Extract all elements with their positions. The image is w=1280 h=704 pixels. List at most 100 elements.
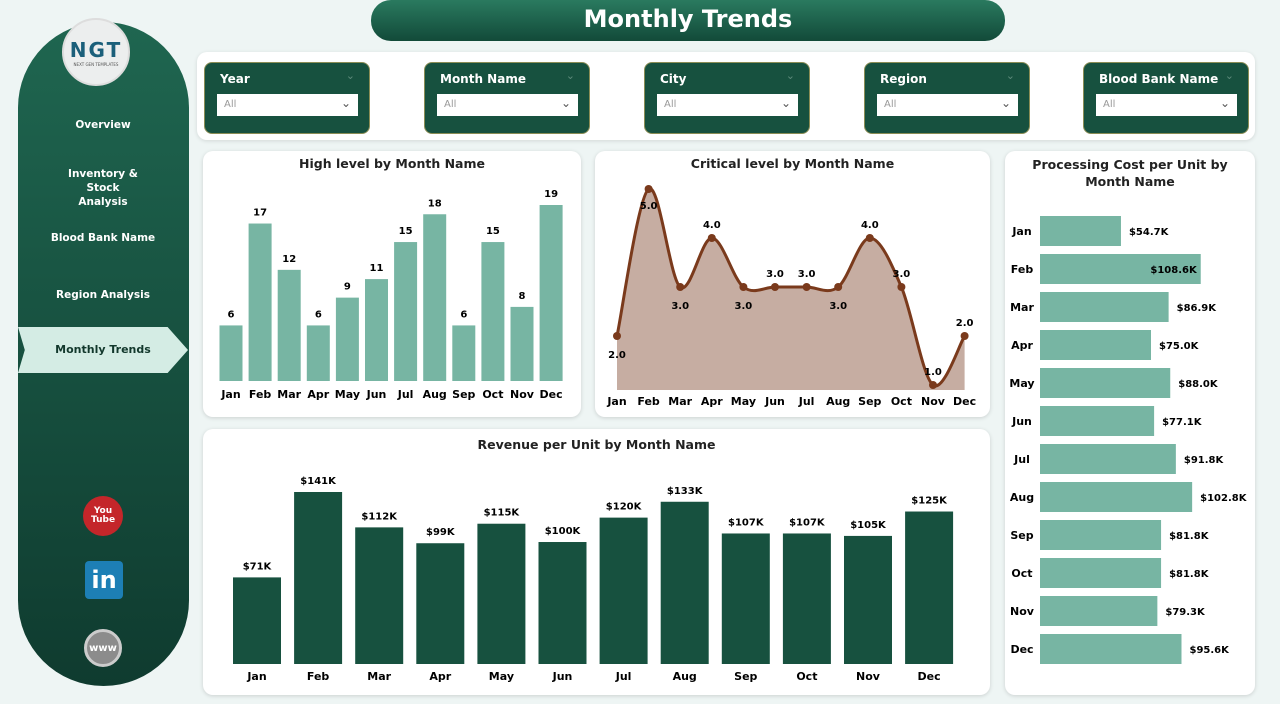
bar (452, 325, 476, 381)
bar (365, 279, 388, 381)
data-label: $112K (361, 511, 398, 522)
x-tick-label: Nov (856, 670, 881, 683)
bar (539, 205, 563, 381)
y-tick-label: Aug (1010, 491, 1034, 504)
bar (248, 223, 272, 381)
nav-blood-bank-name[interactable]: Blood Bank Name (50, 232, 156, 244)
x-tick-label: Dec (540, 388, 563, 401)
chevron-down-icon: ⌄ (780, 96, 791, 110)
chevron-down-icon: ⌄ (1224, 69, 1234, 82)
nav-inventory-stock-analysis[interactable]: Inventory & Stock Analysis (68, 168, 138, 208)
data-label: 3.0 (893, 269, 911, 280)
filter-blood-bank-name[interactable]: Blood Bank Name ⌄ All ⌄ (1083, 62, 1249, 134)
chart-title: Revenue per Unit by Month Name (477, 437, 716, 452)
data-label: 9 (344, 282, 351, 293)
filter-city[interactable]: City ⌄ All ⌄ (644, 62, 810, 134)
x-tick-label: Oct (796, 670, 817, 683)
bar (905, 511, 954, 664)
data-label: $77.1K (1162, 417, 1203, 428)
bar (306, 325, 330, 381)
filter-dropdown[interactable]: All ⌄ (877, 94, 1018, 116)
x-tick-label: Dec (953, 395, 976, 408)
data-label: 19 (544, 189, 558, 200)
dropdown-value: All (664, 99, 677, 110)
data-label: 11 (370, 263, 384, 274)
data-label: 6 (228, 309, 235, 320)
y-tick-label: Nov (1010, 605, 1035, 618)
area-fill (617, 188, 965, 390)
bar (1040, 444, 1176, 474)
data-label: $100K (545, 526, 582, 537)
data-point (644, 185, 653, 193)
x-tick-label: Feb (307, 670, 330, 683)
nav-overview[interactable]: Overview (75, 119, 131, 131)
x-tick-label: Feb (249, 388, 272, 401)
bar (1040, 520, 1162, 550)
filter-region[interactable]: Region ⌄ All ⌄ (864, 62, 1030, 134)
bar (599, 517, 648, 664)
filter-label: Region (880, 72, 927, 86)
dropdown-value: All (884, 99, 897, 110)
data-label: $54.7K (1129, 227, 1170, 238)
y-tick-label: Feb (1011, 263, 1034, 276)
x-tick-label: Jul (397, 388, 414, 401)
x-tick-label: Aug (826, 395, 850, 408)
bar (1040, 634, 1182, 664)
filter-dropdown[interactable]: All ⌄ (437, 94, 578, 116)
data-label: $102.8K (1200, 493, 1248, 504)
x-tick-label: Sep (734, 670, 757, 683)
youtube-icon[interactable]: You Tube (83, 496, 123, 536)
data-point (739, 283, 748, 291)
bar (538, 542, 587, 664)
data-label: $91.8K (1184, 455, 1225, 466)
data-label: 17 (253, 208, 267, 219)
x-tick-label: May (731, 395, 756, 408)
filter-dropdown[interactable]: All ⌄ (657, 94, 798, 116)
chevron-down-icon: ⌄ (560, 96, 571, 110)
y-tick-label: Jan (1011, 225, 1031, 238)
data-label: 1.0 (924, 367, 942, 378)
data-label: 15 (399, 226, 413, 237)
chevron-down-icon: ⌄ (1000, 96, 1011, 110)
y-tick-label: May (1009, 377, 1034, 390)
bar (721, 533, 770, 664)
data-point (960, 332, 969, 340)
chevron-down-icon: ⌄ (340, 96, 351, 110)
x-tick-label: Apr (701, 395, 723, 408)
www-globe-icon[interactable]: www (84, 629, 122, 667)
bar (1040, 596, 1158, 626)
x-tick-label: Jan (246, 670, 266, 683)
bar (481, 242, 505, 381)
x-tick-label: Jul (615, 670, 632, 683)
bar (416, 543, 465, 664)
nav-monthly-trends[interactable]: Monthly Trends (18, 327, 188, 373)
data-label: 3.0 (671, 301, 689, 312)
data-label: 3.0 (798, 269, 816, 280)
data-label: $120K (606, 502, 643, 513)
chevron-down-icon: ⌄ (785, 69, 795, 82)
x-tick-label: Jun (552, 670, 573, 683)
bar (1040, 216, 1121, 246)
data-label: 12 (282, 254, 296, 265)
data-label: $71K (243, 561, 273, 572)
bar (782, 533, 831, 664)
filter-month-name[interactable]: Month Name ⌄ All ⌄ (424, 62, 590, 134)
chart-title: Critical level by Month Name (690, 156, 895, 171)
data-label: $86.9K (1177, 303, 1218, 314)
x-tick-label: Mar (277, 388, 301, 401)
bar (1040, 558, 1162, 588)
filter-dropdown[interactable]: All ⌄ (217, 94, 358, 116)
data-point (613, 332, 621, 340)
bar (335, 297, 359, 381)
filter-label: Blood Bank Name (1099, 72, 1219, 86)
bar (219, 325, 243, 381)
x-tick-label: Jun (764, 395, 785, 408)
data-point (802, 283, 811, 291)
linkedin-icon[interactable]: in (85, 561, 123, 599)
nav-region-analysis[interactable]: Region Analysis (56, 289, 150, 301)
bar (294, 492, 343, 664)
filter-dropdown[interactable]: All ⌄ (1096, 94, 1237, 116)
filter-year[interactable]: Year ⌄ All ⌄ (204, 62, 370, 134)
data-label: $125K (911, 496, 948, 507)
